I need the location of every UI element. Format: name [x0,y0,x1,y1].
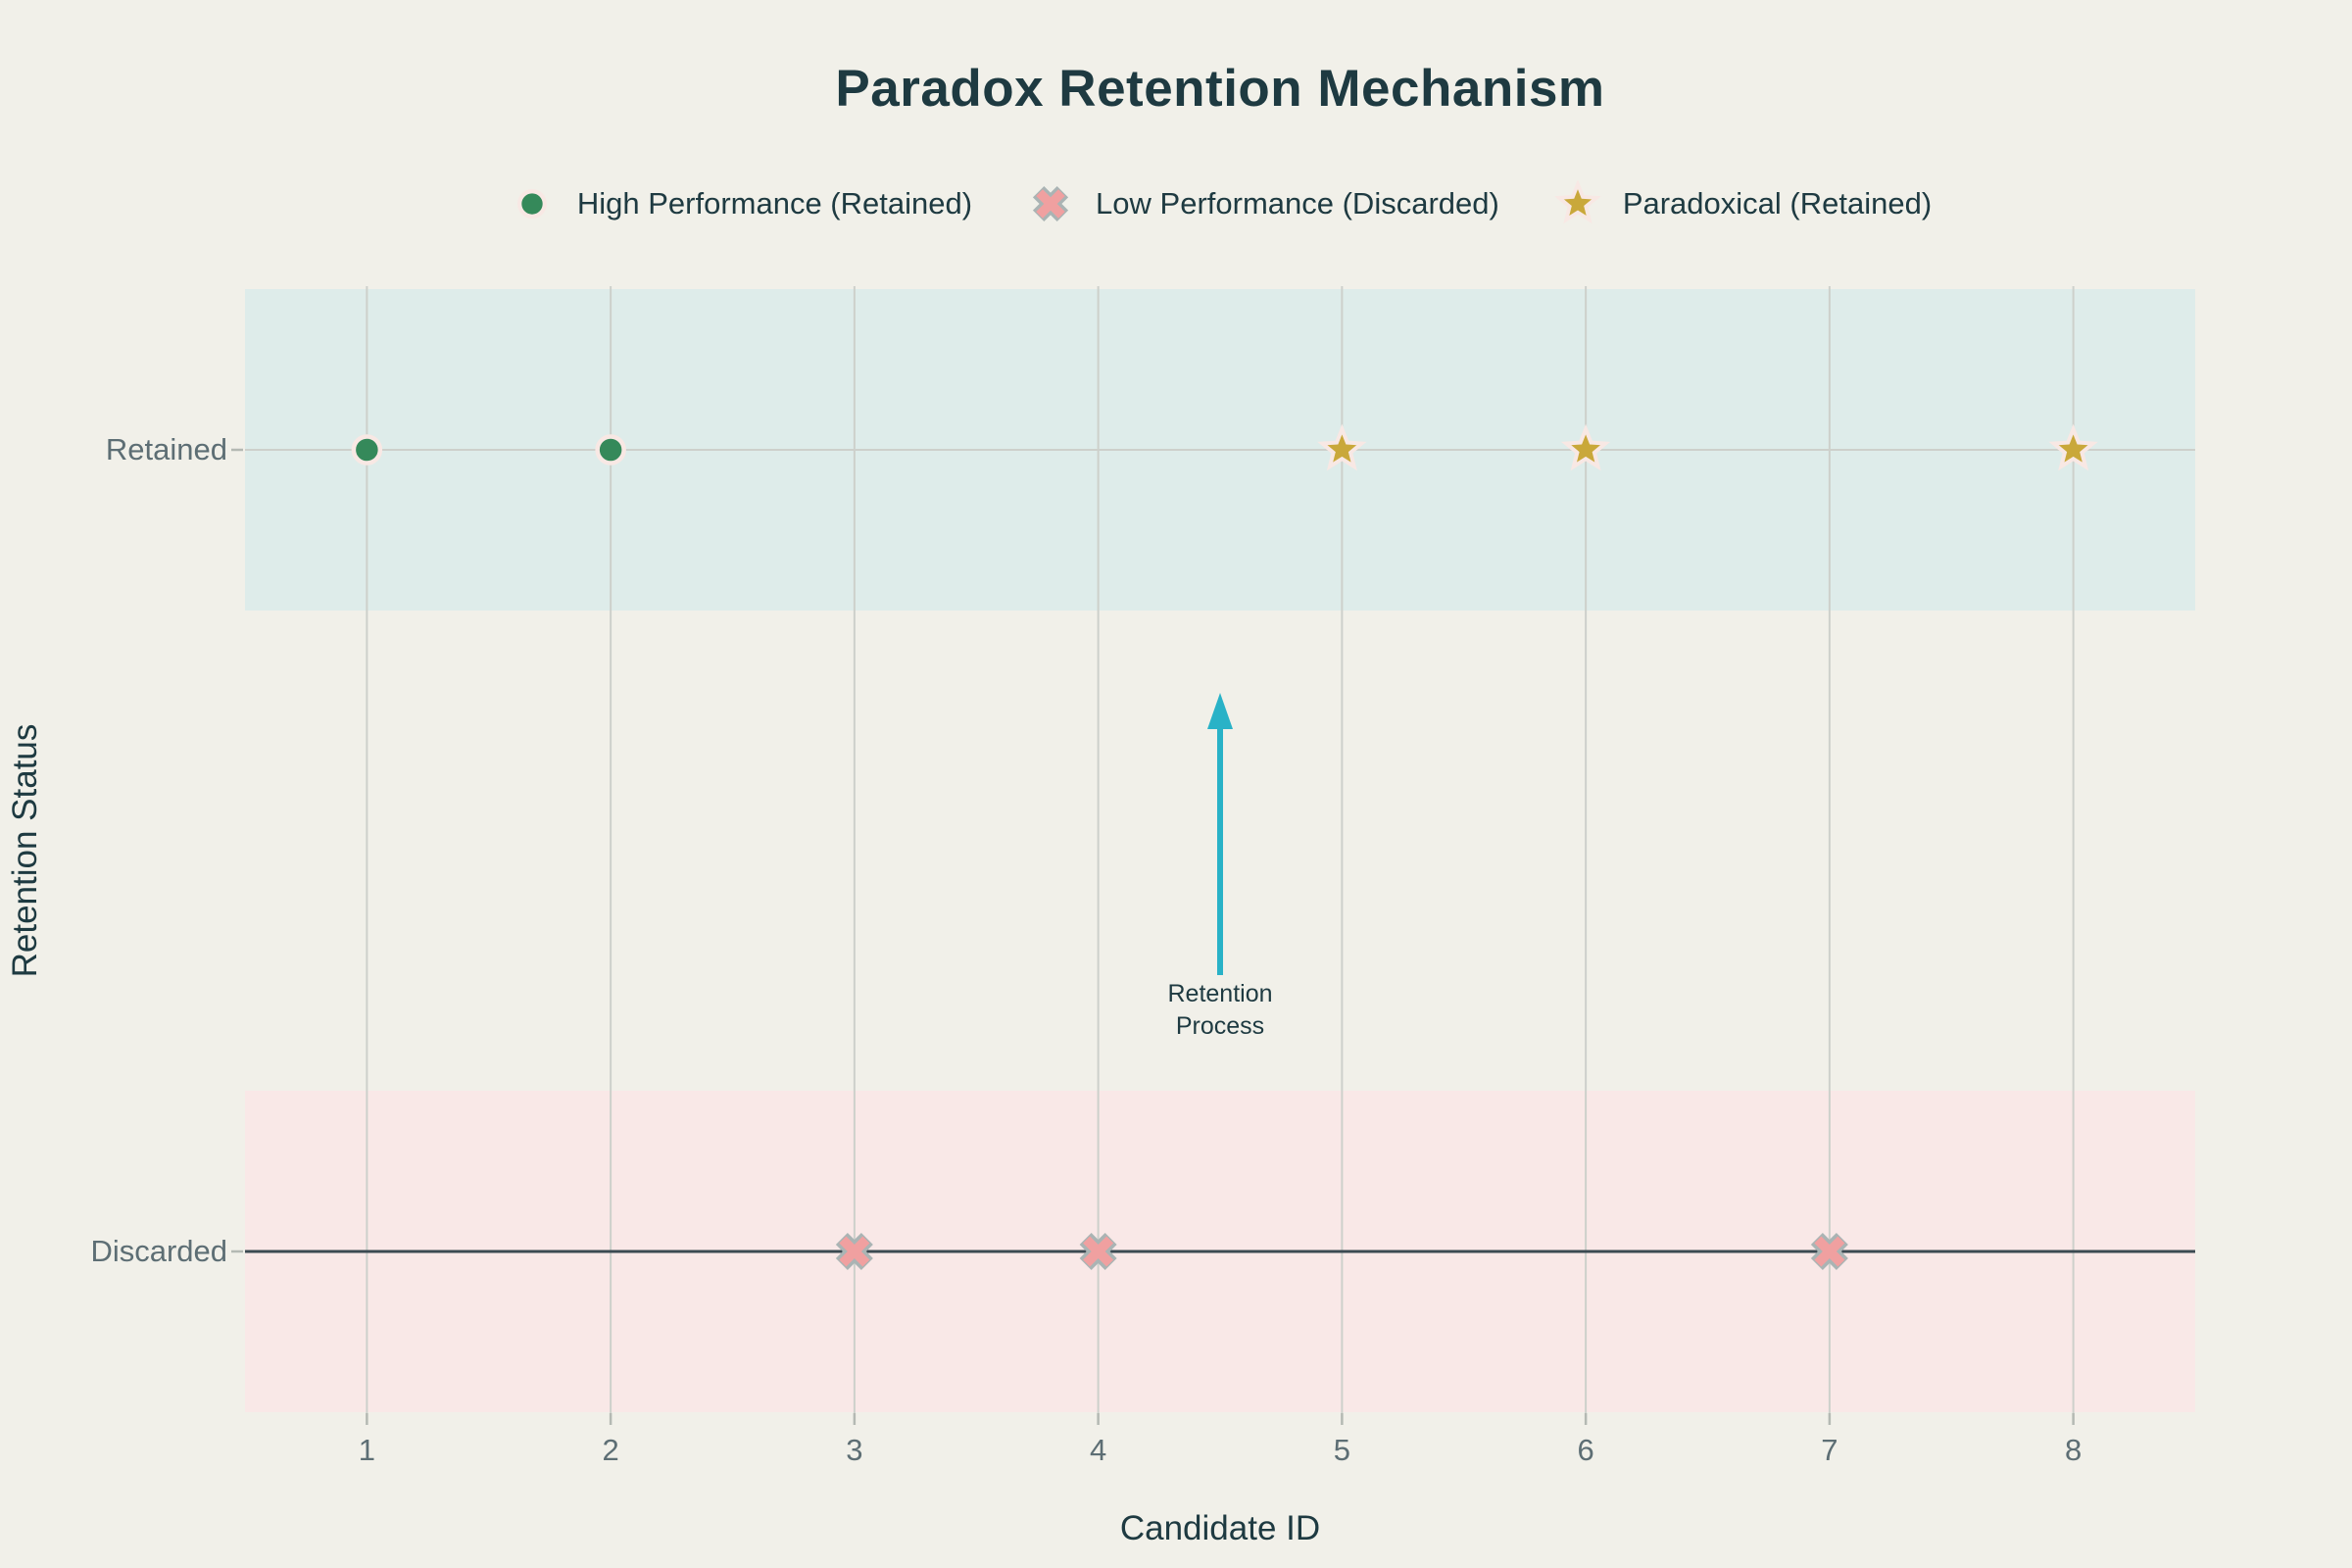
x-tick-label-6: 6 [1577,1433,1594,1467]
star-legend-icon [1553,180,1601,224]
circle-legend-icon [516,189,547,219]
x-tick-label-2: 2 [602,1433,619,1467]
x-tick-label-4: 4 [1090,1433,1107,1467]
legend-item-2: Low Performance (Discarded) [1027,180,1499,227]
y-tick-label-retained: Retained [105,432,227,466]
legend: High Performance (Retained) Low Performan… [240,174,2200,233]
x-tick-label-7: 7 [1821,1433,1838,1467]
x-tick-label-3: 3 [846,1433,863,1467]
annotation-line-1: Retention [1167,980,1273,1007]
y-axis-title: Retention Status [6,723,44,978]
annotation-retention-process: Retention Process [1122,978,1318,1043]
x-marker [1032,185,1069,222]
legend-label: Paradoxical (Retained) [1622,186,1933,220]
legend-item-1: High Performance (Retained) [509,180,972,227]
legend-label: Low Performance (Discarded) [1096,186,1499,220]
star-marker [1553,180,1601,224]
circle-marker [516,189,547,219]
retained-band [245,289,2195,611]
retention-process-arrow [1207,693,1233,975]
chart-title: Paradox Retention Mechanism [835,60,1605,118]
discarded-band [245,1091,2195,1412]
x-tick-label-5: 5 [1333,1433,1350,1467]
x-legend-icon [1032,185,1069,222]
x-axis-title: Candidate ID [1119,1509,1321,1547]
y-tick-label-discarded: Discarded [90,1234,227,1268]
legend-label: High Performance (Retained) [576,186,973,220]
annotation-line-2: Process [1175,1012,1265,1040]
x-tick-label-8: 8 [2065,1433,2082,1467]
x-tick-label-1: 1 [358,1433,375,1467]
legend-item-3: Paradoxical (Retained) [1553,180,1933,227]
